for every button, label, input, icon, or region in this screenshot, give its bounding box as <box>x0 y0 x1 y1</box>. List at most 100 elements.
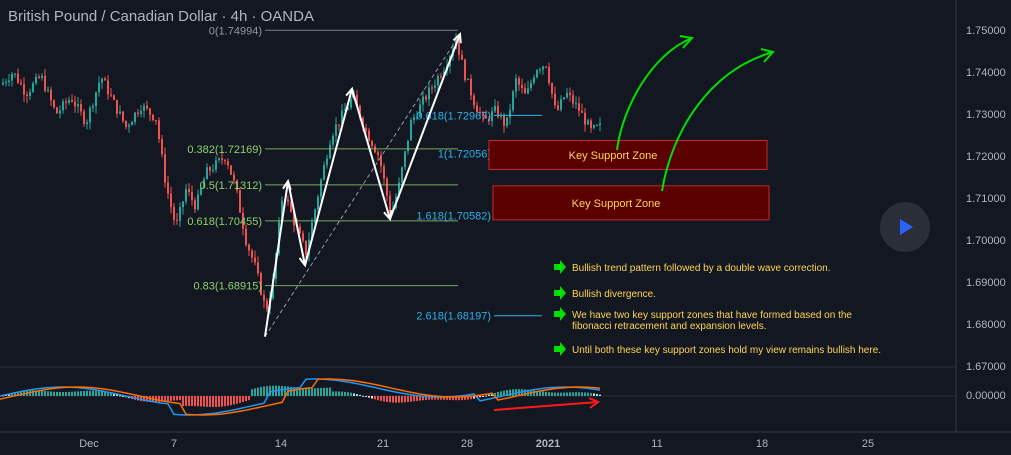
macd-histogram-bar <box>62 392 64 396</box>
candle <box>560 95 562 112</box>
candle <box>59 105 61 119</box>
candle <box>350 96 352 110</box>
candle-body <box>23 84 25 95</box>
candle <box>251 248 253 263</box>
candle <box>530 79 532 92</box>
chart-title: British Pound / Canadian Dollar · 4h · O… <box>8 8 314 25</box>
macd-histogram-bar <box>266 386 268 396</box>
candle-body <box>197 194 199 210</box>
candle <box>578 96 580 117</box>
candle <box>572 90 574 108</box>
macd-histogram-bar <box>362 395 364 397</box>
fib-level-label: 1(1.72056) <box>438 149 491 161</box>
candle-body <box>368 130 370 141</box>
macd-histogram-bar <box>458 396 460 401</box>
zigzag-segment <box>304 88 353 266</box>
candle-body <box>440 76 442 78</box>
fib-level-label: 0.83(1.68915) <box>194 281 263 293</box>
candle <box>26 91 28 104</box>
support-zone-label: Key Support Zone <box>569 150 658 162</box>
candle <box>242 207 244 236</box>
candle <box>212 164 214 173</box>
candle-body <box>410 120 412 141</box>
play-icon[interactable] <box>900 219 913 235</box>
candle-body <box>320 179 322 197</box>
candle-body <box>332 135 334 145</box>
candle <box>119 105 121 115</box>
candle <box>41 73 43 81</box>
candle-body <box>92 106 94 108</box>
macd-histogram-bar <box>188 396 190 406</box>
candle-body <box>113 95 115 100</box>
candle <box>476 101 478 113</box>
candle-body <box>572 95 574 104</box>
candle-body <box>44 75 46 91</box>
macd-histogram-bar <box>383 396 385 402</box>
play-button[interactable] <box>880 202 930 252</box>
macd-histogram-bar <box>161 396 163 402</box>
candle <box>401 166 403 186</box>
candle <box>47 86 49 93</box>
macd-histogram-bar <box>11 392 13 396</box>
macd-histogram-bar <box>203 396 205 407</box>
trend-dashed-line <box>264 33 461 337</box>
macd-histogram-bar <box>395 396 397 403</box>
candle-body <box>338 124 340 126</box>
macd-histogram-bar <box>227 396 229 406</box>
macd-histogram-bar <box>575 392 577 396</box>
candle <box>533 74 535 85</box>
candle-body <box>236 180 238 191</box>
macd-histogram-bar <box>212 396 214 408</box>
candle <box>575 96 577 110</box>
notes-list: Bullish trend pattern followed by a doub… <box>554 260 881 356</box>
candle-body <box>68 99 70 103</box>
macd-histogram-bar <box>305 388 307 396</box>
macd-histogram-bar <box>560 392 562 396</box>
macd-histogram-bar <box>548 392 550 396</box>
y-tick-label: 1.72000 <box>966 151 1006 163</box>
candle <box>287 195 289 206</box>
candle <box>527 80 529 95</box>
candle <box>236 179 238 194</box>
macd-histogram-bar <box>506 390 508 396</box>
macd-histogram-bar <box>53 391 55 396</box>
candle <box>104 76 106 81</box>
x-tick-label: 18 <box>756 438 768 450</box>
candle-body <box>470 78 472 96</box>
macd-histogram-bar <box>410 396 412 402</box>
candle <box>410 117 412 141</box>
candle <box>458 39 460 61</box>
candle-body <box>539 69 541 71</box>
candle <box>77 97 79 113</box>
projection-arrow <box>616 37 693 151</box>
macd-histogram-bar <box>599 394 601 396</box>
candle <box>161 135 163 158</box>
candle <box>461 49 463 60</box>
candle-body <box>545 66 547 68</box>
candle <box>113 94 115 101</box>
macd-histogram-bar <box>587 392 589 396</box>
x-axis-ticks: Dec 7 14 21 28 2021 11 18 25 <box>79 438 874 450</box>
candle <box>317 194 319 214</box>
macd-histogram-bar <box>380 396 382 401</box>
macd-histogram-bar <box>503 390 505 396</box>
candle-body <box>356 95 358 106</box>
candle <box>302 230 304 243</box>
candle-body <box>299 226 301 234</box>
candle-body <box>434 85 436 88</box>
macd-histogram-bar <box>419 396 421 401</box>
candle <box>470 74 472 101</box>
candle-body <box>311 222 313 240</box>
macd-histogram-bar <box>554 392 556 396</box>
macd-histogram-bar <box>158 396 160 402</box>
macd-histogram-bar <box>59 391 61 396</box>
candle-body <box>59 110 61 114</box>
candle-body <box>479 111 481 114</box>
macd-histogram-bar <box>50 391 52 396</box>
candle-body <box>398 182 400 197</box>
y-tick-label: 1.73000 <box>966 109 1006 121</box>
macd-histogram-bar <box>371 396 373 399</box>
note-text: We have two key support zones that have … <box>572 310 852 332</box>
macd-histogram-bar <box>356 394 358 396</box>
